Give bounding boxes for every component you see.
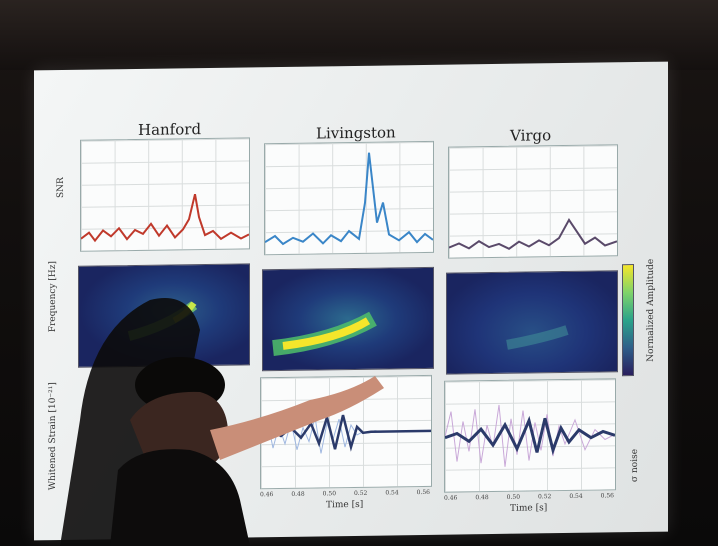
virgo-spectrogram bbox=[446, 270, 618, 375]
livingston-spectrogram bbox=[262, 266, 434, 372]
virgo-strain-trace bbox=[445, 404, 615, 467]
virgo-snr-plot bbox=[448, 144, 618, 259]
livingston-snr-trace bbox=[265, 152, 433, 246]
hanford-snr-trace bbox=[81, 193, 249, 243]
ceiling bbox=[0, 0, 718, 70]
livingston-snr-plot bbox=[264, 140, 434, 256]
virgo-snr-trace bbox=[449, 218, 617, 250]
virgo-strain-plot bbox=[444, 378, 616, 493]
hanford-snr-plot bbox=[80, 137, 250, 252]
